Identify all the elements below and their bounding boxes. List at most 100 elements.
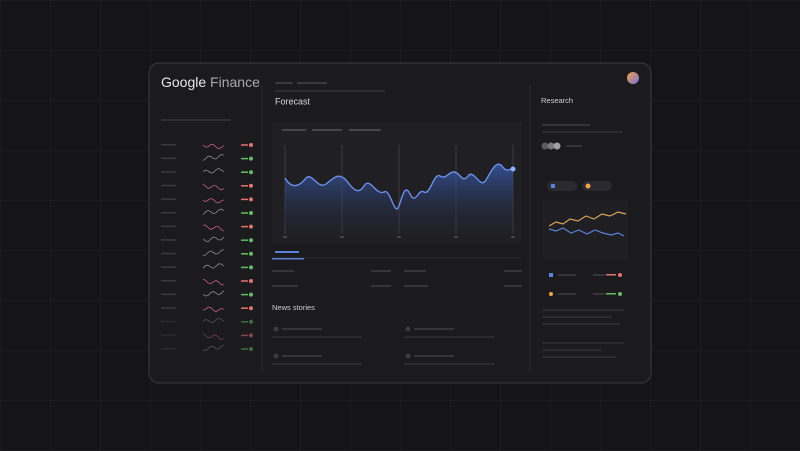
sparkline: [202, 167, 225, 174]
change-placeholder: [241, 348, 248, 350]
change-dot: [249, 319, 253, 324]
tab[interactable]: [312, 129, 342, 131]
sparkline: [202, 224, 224, 232]
chip[interactable]: [582, 181, 612, 191]
change-placeholder: [241, 144, 248, 146]
icon: [553, 142, 561, 150]
avatar[interactable]: [627, 72, 639, 84]
change-placeholder: [241, 334, 248, 337]
ticker-placeholder: [161, 320, 176, 323]
news-title: News stories: [272, 303, 315, 312]
sparkline: [202, 278, 224, 286]
placeholder: [275, 90, 385, 92]
compare-chart: [542, 200, 628, 260]
sparkline: [202, 333, 224, 340]
chip[interactable]: [547, 181, 577, 191]
ticker-placeholder: [161, 348, 176, 350]
change-placeholder: [241, 321, 248, 323]
placeholder: [566, 145, 582, 147]
change-dot: [249, 170, 253, 175]
news-items: [272, 326, 494, 365]
change-placeholder: [241, 266, 248, 269]
x-tick-marks: [283, 236, 515, 238]
chip-icon: [585, 183, 591, 189]
active-indicator: [272, 258, 304, 260]
section-title: Forecast: [275, 96, 311, 106]
ticker-placeholder: [161, 334, 176, 336]
sparkline: [202, 344, 225, 352]
watchlist: [161, 143, 253, 352]
logo-product: Finance: [210, 74, 260, 90]
sparkline: [202, 154, 224, 161]
forecast-point[interactable]: [510, 166, 516, 172]
change-dot: [249, 265, 253, 270]
change-placeholder: [241, 280, 248, 282]
ticker-placeholder: [161, 252, 176, 255]
change-placeholder: [241, 157, 248, 160]
change-placeholder: [241, 253, 248, 255]
placeholder: [275, 82, 293, 84]
change-dot: [249, 333, 253, 338]
ticker-placeholder: [161, 198, 176, 200]
tab[interactable]: [349, 129, 381, 131]
change-placeholder: [241, 225, 248, 228]
change-dot: [249, 347, 253, 351]
ticker-placeholder: [161, 307, 176, 309]
compare-line: [548, 211, 627, 227]
placeholder: [542, 124, 590, 126]
ticker-placeholder: [161, 280, 176, 282]
forecast-area: [285, 164, 513, 234]
ticker-placeholder: [161, 157, 176, 160]
logo-brand: Google: [161, 74, 206, 90]
stats: [272, 270, 522, 287]
ticker-placeholder: [161, 239, 176, 241]
change-dot: [249, 211, 253, 215]
icon: [547, 142, 555, 150]
placeholder: [542, 131, 622, 133]
change-dot: [249, 156, 253, 161]
ticker-placeholder: [161, 171, 176, 173]
chip-icon: [551, 184, 555, 188]
sparkline: [202, 317, 225, 323]
sparkline: [202, 197, 224, 204]
change-dot: [249, 197, 253, 202]
change-placeholder: [241, 293, 248, 296]
change-dot: [249, 251, 253, 256]
sparkline: [202, 249, 224, 256]
ticker-placeholder: [161, 212, 176, 214]
sparkline: [202, 236, 225, 242]
change-placeholder: [241, 198, 248, 201]
compare-legend: [549, 273, 622, 296]
placeholder: [297, 82, 327, 84]
forecast-line: [284, 163, 514, 210]
change-placeholder: [241, 307, 248, 309]
research-text: [542, 309, 624, 358]
sparkline: [202, 290, 225, 297]
change-placeholder: [241, 212, 248, 214]
change-dot: [249, 143, 253, 147]
change-placeholder: [241, 171, 248, 173]
icon: [541, 142, 549, 150]
change-dot: [249, 224, 253, 229]
placeholder: [161, 119, 231, 121]
sparkline: [202, 183, 224, 191]
ticker-placeholder: [161, 293, 176, 296]
change-placeholder: [241, 239, 248, 241]
sparkline: [202, 263, 225, 269]
change-dot: [249, 279, 253, 283]
ticker-placeholder: [161, 144, 176, 146]
change-dot: [249, 306, 253, 311]
tab[interactable]: [282, 129, 306, 131]
active-tab[interactable]: [275, 251, 299, 253]
compare-line: [548, 227, 625, 237]
change-dot: [249, 292, 253, 297]
change-placeholder: [241, 185, 248, 187]
ticker-placeholder: [161, 225, 176, 228]
sparkline: [202, 143, 225, 150]
change-dot: [249, 238, 253, 243]
ticker-placeholder: [161, 266, 176, 268]
research-title: Research: [541, 96, 573, 105]
change-dot: [249, 183, 253, 188]
